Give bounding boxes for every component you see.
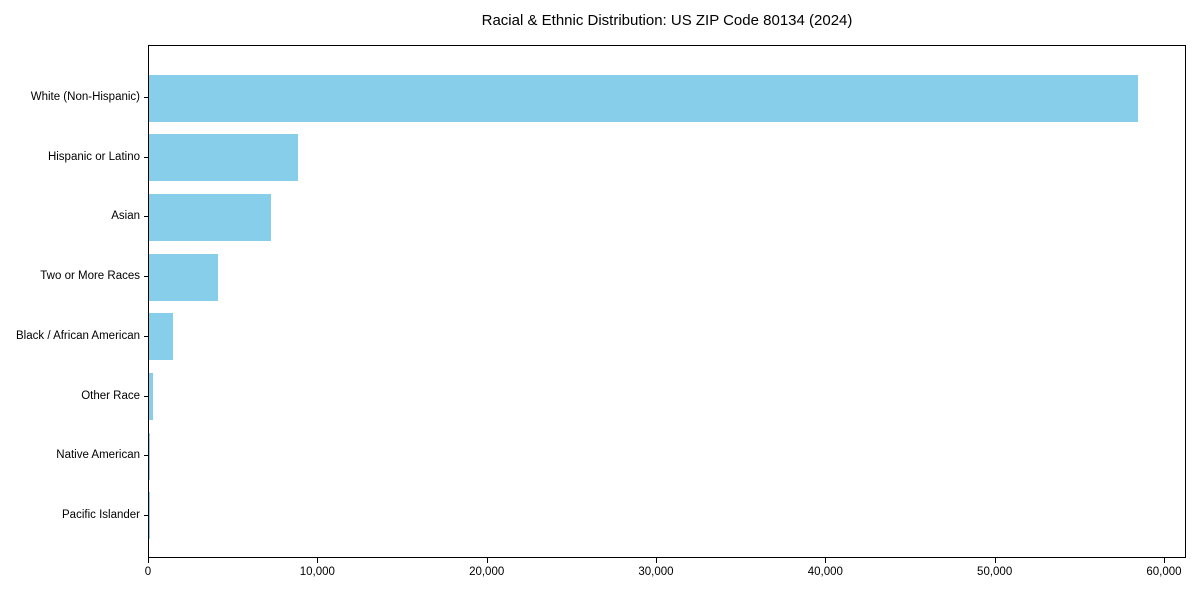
x-tick-mark (1163, 558, 1165, 563)
bar (149, 253, 219, 301)
y-tick-label: Asian (111, 210, 140, 223)
y-tick-label: Hispanic or Latino (47, 150, 140, 163)
y-tick-label: Native American (56, 449, 140, 462)
x-tick-mark (317, 558, 319, 563)
bar (149, 193, 271, 241)
y-tick-mark (144, 455, 149, 457)
chart-title: Racial & Ethnic Distribution: US ZIP Cod… (481, 12, 853, 29)
y-tick-mark (144, 276, 149, 278)
x-tick-mark (994, 558, 996, 563)
y-tick-label: White (Non-Hispanic) (30, 91, 140, 103)
x-tick-mark (486, 558, 488, 563)
x-tick-label: 50,000 (977, 566, 1013, 578)
y-tick-label: Black / African American (16, 329, 140, 342)
y-tick-mark (144, 156, 149, 158)
y-tick-label: Pacific Islander (62, 508, 140, 521)
x-tick-mark (655, 558, 657, 563)
bar (149, 492, 150, 540)
x-tick-label: 0 (144, 566, 152, 578)
y-tick-mark (144, 514, 149, 516)
y-tick-mark (144, 395, 149, 397)
y-tick-mark (144, 97, 149, 98)
x-tick-mark (148, 558, 149, 563)
bar (149, 313, 173, 361)
x-tick-label: 20,000 (469, 566, 505, 578)
bar (149, 134, 298, 182)
y-tick-label: Other Race (81, 389, 140, 402)
bar (149, 74, 1138, 122)
y-tick-mark (144, 335, 149, 337)
x-tick-label: 30,000 (638, 566, 674, 578)
x-tick-label: 40,000 (807, 566, 843, 578)
plot-area (148, 45, 1186, 558)
x-tick-label: 60,000 (1146, 566, 1182, 578)
y-tick-mark (144, 216, 149, 218)
bar (149, 373, 154, 421)
x-tick-mark (825, 558, 827, 563)
bar (149, 432, 151, 480)
y-tick-label: Two or More Races (40, 270, 140, 283)
x-tick-label: 10,000 (299, 566, 335, 578)
